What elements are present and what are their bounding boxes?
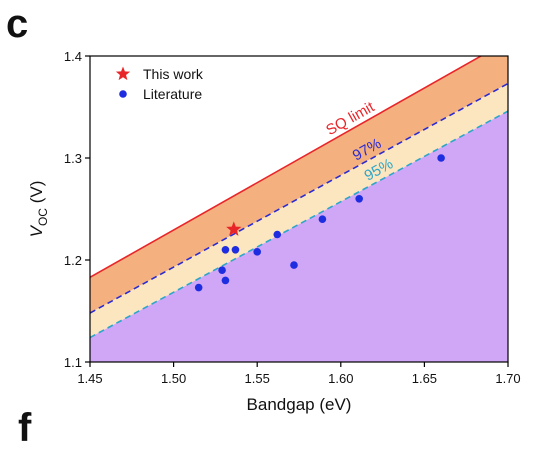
y-tick-label: 1.3 <box>64 151 82 166</box>
x-tick-label: 1.55 <box>245 371 270 386</box>
x-axis-ticks: 1.45 1.50 1.55 1.60 1.65 1.70 <box>77 362 521 386</box>
panel-label: c <box>6 2 29 46</box>
y-tick-label: 1.2 <box>64 253 82 268</box>
plot-frame <box>89 55 509 363</box>
sq-limit-line <box>90 56 483 279</box>
literature-point <box>218 266 226 275</box>
y-axis-label-unit: (V) <box>27 181 46 208</box>
legend-star-icon <box>115 66 131 81</box>
literature-point <box>273 230 282 239</box>
literature-point <box>253 248 261 256</box>
y-axis-label-main: V <box>27 224 46 237</box>
legend: This work Literature <box>115 66 204 102</box>
x-tick-label: 1.50 <box>161 371 186 386</box>
limit-lines <box>90 56 508 339</box>
region-97-to-95 <box>90 83 508 338</box>
region-sq-to-97 <box>90 56 508 314</box>
literature-point <box>355 195 363 203</box>
literature-point <box>194 283 203 292</box>
x-tick-label: 1.65 <box>412 371 437 386</box>
y-axis-ticks: 1.1 1.2 1.3 1.4 <box>64 49 90 370</box>
next-panel-label: f <box>18 406 32 450</box>
literature-point <box>318 215 327 223</box>
this-work-star-point <box>226 221 242 236</box>
y-tick-label: 1.4 <box>64 49 82 64</box>
literature-point <box>221 246 230 254</box>
x-axis-label: Bandgap (eV) <box>247 395 352 414</box>
x-tick-label: 1.45 <box>77 371 102 386</box>
data-points <box>194 154 445 292</box>
literature-point <box>437 154 445 162</box>
literature-point <box>221 276 230 285</box>
literature-point <box>231 246 240 254</box>
legend-label: Literature <box>143 86 202 102</box>
y-tick-label: 1.1 <box>64 355 82 370</box>
x-tick-label: 1.60 <box>328 371 353 386</box>
legend-label: This work <box>143 66 204 82</box>
literature-point <box>290 261 298 269</box>
y-axis-label-subscript: OC <box>36 208 50 226</box>
shaded-regions <box>90 56 508 362</box>
y-axis-label: VOC (V) <box>27 181 50 238</box>
region-below-95 <box>90 111 508 362</box>
x-tick-label: 1.70 <box>495 371 520 386</box>
legend-circle-icon <box>119 90 127 98</box>
